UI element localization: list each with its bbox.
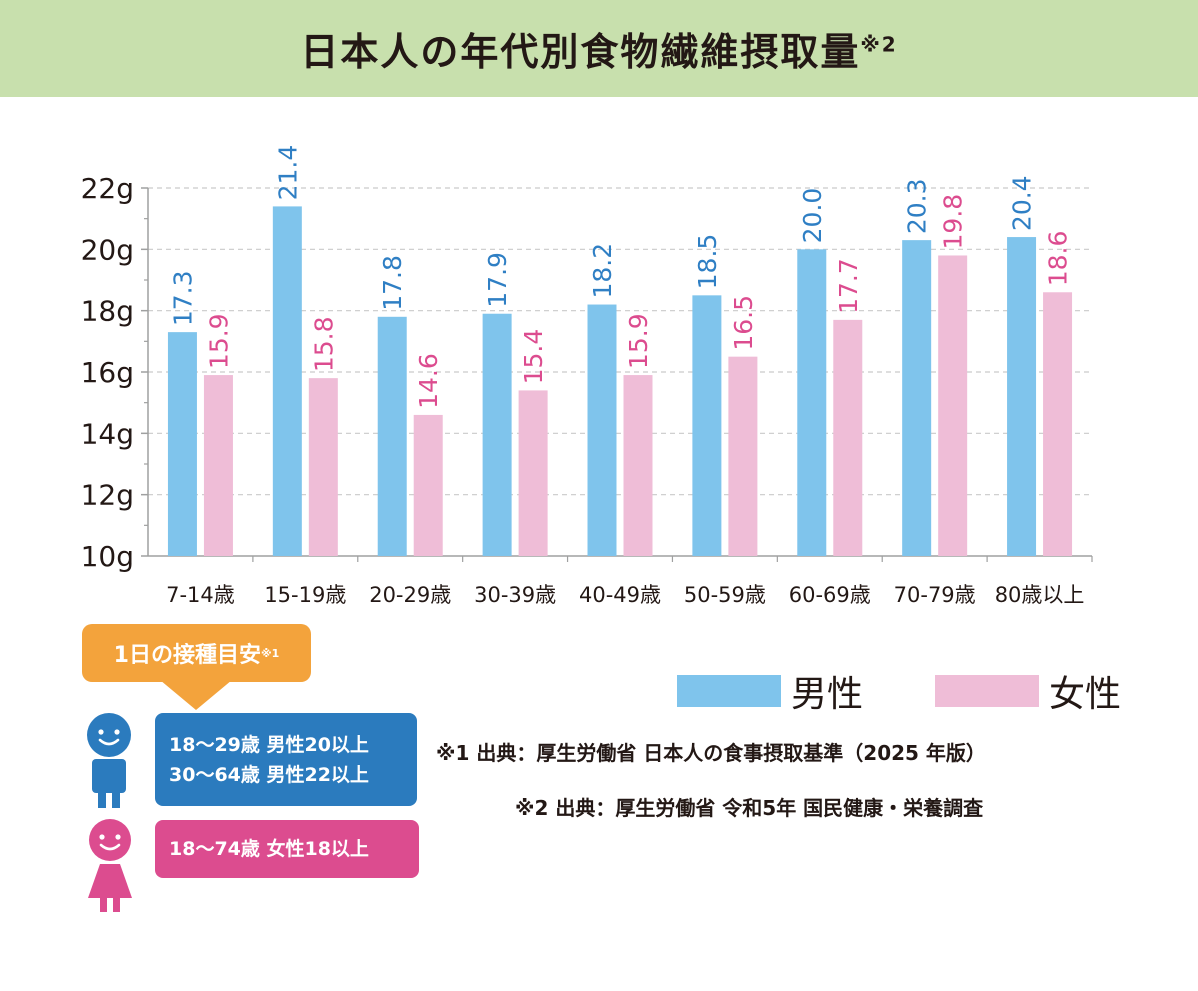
data-label-female: 15.4: [519, 329, 548, 385]
x-tick-label: 60-69歳: [789, 583, 871, 607]
data-label-male: 17.9: [483, 252, 512, 308]
bar-male: [167, 332, 197, 556]
x-tick-label: 15-19歳: [264, 583, 346, 607]
chart-title-note: ※2: [860, 32, 898, 57]
title-bar: 日本人の年代別食物繊維摂取量※2: [0, 0, 1198, 97]
data-label-female: 15.9: [204, 313, 233, 369]
bar-female: [518, 390, 548, 556]
bar-male: [692, 295, 722, 556]
male-guideline-line-1: 18〜29歳 男性20以上: [169, 733, 369, 756]
data-label-male: 18.5: [693, 234, 722, 290]
data-label-male: 17.8: [378, 255, 407, 311]
bar-female: [623, 375, 653, 556]
bar-female: [413, 414, 443, 556]
y-tick-label: 14g: [81, 417, 134, 450]
male-guideline-line-2: 30〜64歳 男性22以上: [169, 763, 369, 786]
x-tick-label: 40-49歳: [579, 583, 661, 607]
bar-male: [1007, 237, 1037, 557]
y-tick-label: 16g: [81, 356, 134, 389]
chart-title-text: 日本人の年代別食物繊維摂取量: [300, 30, 861, 74]
y-tick-label: 10g: [81, 540, 134, 573]
bar-male: [377, 316, 407, 556]
data-label-female: 19.8: [939, 194, 968, 250]
bar-female: [1043, 292, 1073, 556]
female-guideline-box: 18〜74歳 女性18以上: [155, 820, 419, 878]
data-label-male: 18.2: [588, 243, 617, 299]
bar-female: [203, 375, 233, 556]
x-tick-label: 70-79歳: [894, 583, 976, 607]
bar-male: [272, 206, 302, 556]
legend-male-label: 男性: [791, 674, 864, 715]
bar-male: [482, 313, 512, 556]
y-tick-label: 18g: [81, 295, 134, 328]
bar-female: [308, 378, 338, 556]
data-label-male: 17.3: [168, 270, 197, 326]
y-tick-label: 22g: [81, 172, 134, 205]
badge-pointer: [160, 680, 232, 710]
data-label-female: 15.9: [624, 313, 653, 369]
bar-male: [587, 304, 617, 556]
x-tick-label: 50-59歳: [684, 583, 766, 607]
intake-guideline-badge: 1日の接種目安 ※1: [82, 624, 311, 682]
x-tick-label: 80歳以上: [995, 583, 1085, 607]
source-note-2: ※2 出典：厚生労働省 令和5年 国民健康・栄養調査: [515, 796, 984, 820]
bar-female: [728, 356, 758, 556]
female-person-icon: [88, 819, 132, 912]
bar-female: [833, 319, 863, 556]
grid-lines: [148, 187, 1092, 496]
intake-guideline-note: ※1: [260, 646, 280, 660]
male-person-icon: [87, 713, 131, 808]
data-label-male: 20.3: [903, 178, 932, 234]
data-label-female: 14.6: [414, 353, 443, 409]
bar-chart: 10g 12g 14g 16g 18g 20g 22g 7-14歳 15-19歳 20-29歳 30…: [81, 145, 1093, 607]
legend-female-swatch: [935, 675, 1039, 707]
legend-female: 女性: [935, 665, 1121, 717]
data-label-male: 20.0: [798, 188, 827, 244]
x-tick-label: 30-39歳: [474, 583, 556, 607]
y-tick-label: 12g: [81, 479, 134, 512]
x-tick-label: 7-14歳: [166, 583, 235, 607]
male-guideline-box: 18〜29歳 男性20以上 30〜64歳 男性22以上: [155, 713, 417, 806]
data-label-female: 17.7: [834, 258, 863, 314]
axes: 10g 12g 14g 16g 18g 20g 22g 7-14歳 15-19歳 20-29歳 30…: [81, 172, 1093, 607]
bar-male: [797, 249, 827, 556]
bar-female: [938, 255, 968, 556]
data-label-female: 16.5: [729, 295, 758, 351]
data-label-female: 15.8: [309, 316, 338, 372]
data-labels: 17.315.921.415.817.814.617.915.418.215.9…: [168, 145, 1072, 409]
data-label-female: 18.6: [1044, 231, 1073, 287]
bar-male: [902, 240, 932, 556]
legend-male-swatch: [677, 675, 781, 707]
bars: [167, 206, 1073, 557]
legend-female-label: 女性: [1049, 674, 1122, 715]
female-guideline-line: 18〜74歳 女性18以上: [169, 838, 369, 860]
x-tick-label: 20-29歳: [369, 583, 451, 607]
y-tick-label: 20g: [81, 233, 134, 266]
data-label-male: 21.4: [273, 145, 302, 201]
source-note-1: ※1 出典：厚生労働省 日本人の食事摂取基準（2025 年版）: [436, 741, 986, 765]
intake-guideline-label: 1日の接種目安: [113, 643, 261, 668]
legend-male: 男性: [677, 665, 863, 717]
chart-title: 日本人の年代別食物繊維摂取量※2: [300, 21, 897, 76]
data-label-male: 20.4: [1008, 175, 1037, 231]
